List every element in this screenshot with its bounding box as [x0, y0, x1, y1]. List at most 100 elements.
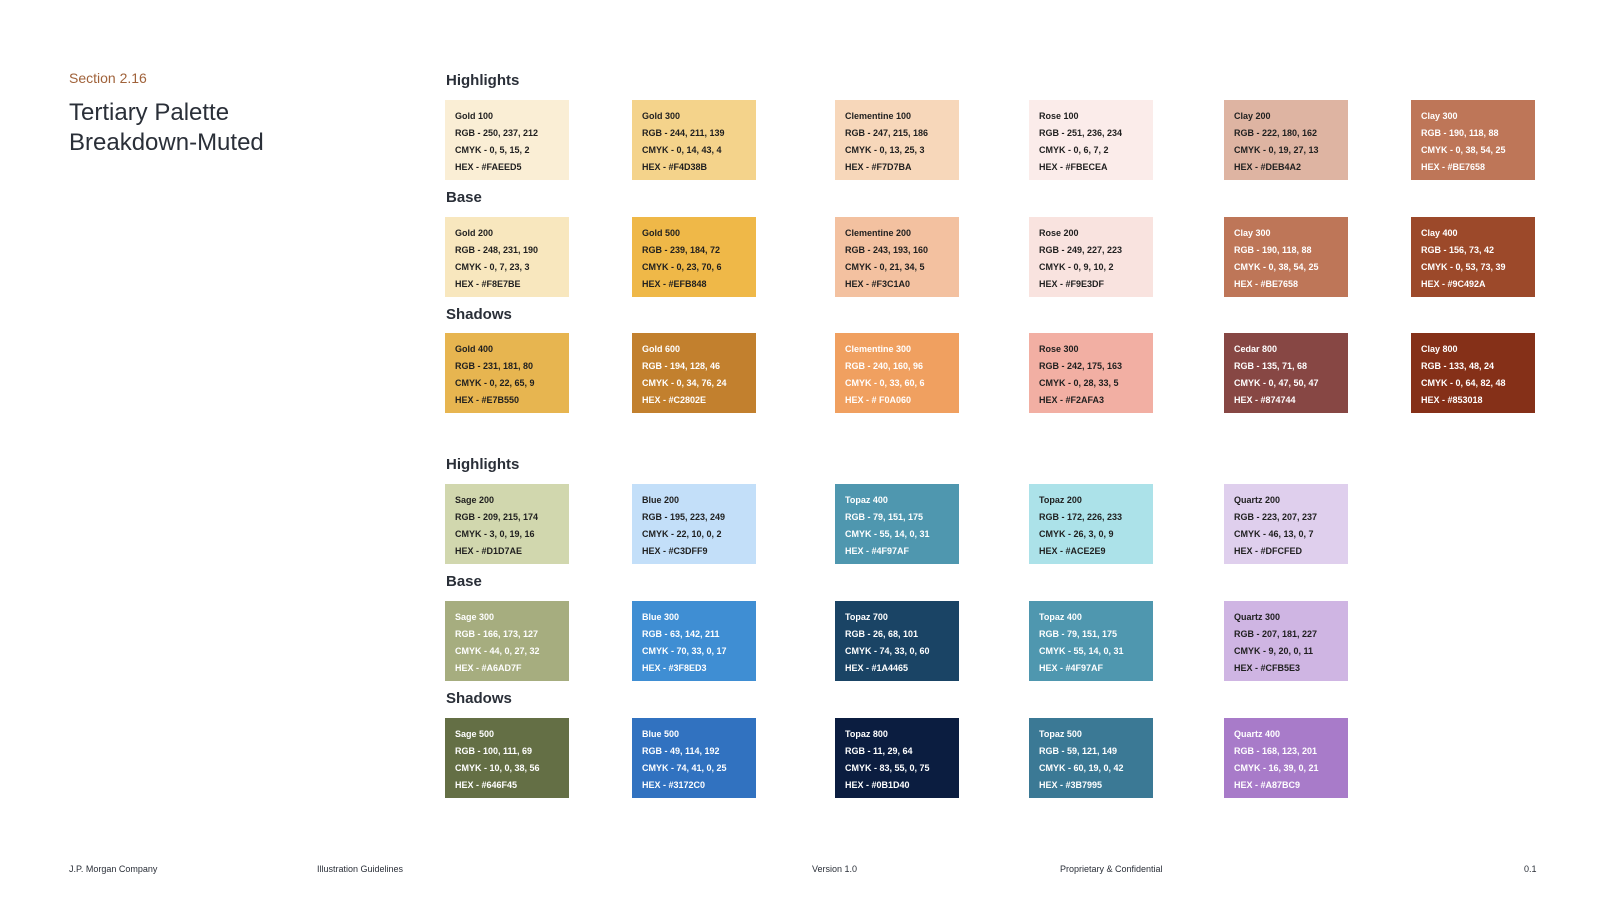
footer-version: Version 1.0	[812, 864, 858, 874]
swatch-rgb: RGB - 249, 227, 223	[1039, 245, 1123, 255]
swatch-hex: HEX - #3B7995	[1039, 780, 1103, 790]
swatch-hex: HEX - #3172C0	[642, 780, 706, 790]
swatch-name: Rose 100	[1039, 111, 1079, 121]
section-label: Section 2.16	[69, 70, 147, 86]
swatch-hex: HEX - #1A4465	[845, 663, 909, 673]
swatch-name: Blue 200	[642, 495, 680, 505]
swatch-hex: HEX - #F3C1A0	[845, 279, 911, 289]
color-swatch: Quartz 200 RGB - 223, 207, 237 CMYK - 46, …	[1224, 484, 1348, 564]
swatch-cmyk: CMYK - 0, 38, 54, 25	[1234, 262, 1319, 272]
swatch-cmyk: CMYK - 0, 9, 10, 2	[1039, 262, 1114, 272]
color-swatch: Clay 800 RGB - 133, 48, 24 CMYK - 0, 64, 8…	[1411, 333, 1535, 413]
swatch-rgb: RGB - 240, 160, 96	[845, 361, 924, 371]
color-swatch: Gold 200 RGB - 248, 231, 190 CMYK - 0, 7, …	[445, 217, 569, 297]
swatch-name: Quartz 200	[1234, 495, 1281, 505]
swatch-name: Topaz 200	[1039, 495, 1082, 505]
swatch-name: Gold 200	[455, 228, 494, 238]
swatch-rgb: RGB - 231, 181, 80	[455, 361, 534, 371]
swatch-name: Cedar 800	[1234, 344, 1278, 354]
swatch-rgb: RGB - 244, 211, 139	[642, 128, 725, 138]
swatch-hex: HEX - #9C492A	[1421, 279, 1486, 289]
color-swatch: Rose 100 RGB - 251, 236, 234 CMYK - 0, 6, …	[1029, 100, 1153, 180]
swatch-cmyk: CMYK - 0, 19, 27, 13	[1234, 145, 1319, 155]
color-swatch: Topaz 500 RGB - 59, 121, 149 CMYK - 60, 19…	[1029, 718, 1153, 798]
swatch-rgb: RGB - 207, 181, 227	[1234, 629, 1318, 639]
cool-heading-highlights: Highlights	[446, 456, 520, 473]
swatch-cmyk: CMYK - 0, 6, 7, 2	[1039, 145, 1109, 155]
swatch-rgb: RGB - 156, 73, 42	[1421, 245, 1495, 255]
swatch-cmyk: CMYK - 0, 28, 33, 5	[1039, 378, 1119, 388]
color-swatch: Rose 200 RGB - 249, 227, 223 CMYK - 0, 9, …	[1029, 217, 1153, 297]
swatch-hex: HEX - #A87BC9	[1234, 780, 1301, 790]
color-swatch: Clay 200 RGB - 222, 180, 162 CMYK - 0, 19,…	[1224, 100, 1348, 180]
swatch-hex: HEX - #874744	[1234, 395, 1296, 405]
swatch-cmyk: CMYK - 0, 13, 25, 3	[845, 145, 925, 155]
cool-heading-base: Base	[446, 573, 482, 590]
color-swatch: Topaz 200 RGB - 172, 226, 233 CMYK - 26, 3…	[1029, 484, 1153, 564]
swatch-hex: HEX - #E7B550	[455, 395, 520, 405]
swatch-name: Blue 500	[642, 729, 680, 739]
swatch-name: Sage 500	[455, 729, 495, 739]
swatch-cmyk: CMYK - 0, 14, 43, 4	[642, 145, 722, 155]
swatch-rgb: RGB - 135, 71, 68	[1234, 361, 1308, 371]
swatch-cmyk: CMYK - 26, 3, 0, 9	[1039, 529, 1114, 539]
swatch-rgb: RGB - 243, 193, 160	[845, 245, 929, 255]
swatch-hex: HEX - #F8E7BE	[455, 279, 521, 289]
swatch-hex: HEX - #F2AFA3	[1039, 395, 1105, 405]
swatch-name: Topaz 500	[1039, 729, 1082, 739]
swatch-cmyk: CMYK - 0, 47, 50, 47	[1234, 378, 1319, 388]
swatch-rgb: RGB - 100, 111, 69	[455, 746, 533, 756]
swatch-cmyk: CMYK - 0, 22, 65, 9	[455, 378, 535, 388]
swatch-name: Topaz 700	[845, 612, 888, 622]
swatch-rgb: RGB - 168, 123, 201	[1234, 746, 1318, 756]
cool-heading-shadows: Shadows	[446, 690, 512, 707]
swatch-name: Clay 300	[1421, 111, 1458, 121]
swatch-rgb: RGB - 11, 29, 64	[845, 746, 913, 756]
color-swatch: Rose 300 RGB - 242, 175, 163 CMYK - 0, 28,…	[1029, 333, 1153, 413]
swatch-name: Quartz 400	[1234, 729, 1281, 739]
swatch-rgb: RGB - 190, 118, 88	[1234, 245, 1312, 255]
color-swatch: Sage 200 RGB - 209, 215, 174 CMYK - 3, 0, …	[445, 484, 569, 564]
swatch-rgb: RGB - 242, 175, 163	[1039, 361, 1123, 371]
color-swatch: Gold 300 RGB - 244, 211, 139 CMYK - 0, 14,…	[632, 100, 756, 180]
swatch-hex: HEX - #F4D38B	[642, 162, 708, 172]
swatch-rgb: RGB - 59, 121, 149	[1039, 746, 1118, 756]
swatch-name: Topaz 400	[1039, 612, 1082, 622]
swatch-cmyk: CMYK - 9, 20, 0, 11	[1234, 646, 1314, 656]
swatch-name: Sage 300	[455, 612, 495, 622]
swatch-rgb: RGB - 247, 215, 186	[845, 128, 929, 138]
color-swatch: Cedar 800 RGB - 135, 71, 68 CMYK - 0, 47, …	[1224, 333, 1348, 413]
swatch-hex: HEX - #BE7658	[1421, 162, 1486, 172]
swatch-hex: HEX - #CFB5E3	[1234, 663, 1301, 673]
swatch-hex: HEX - #646F45	[455, 780, 518, 790]
warm-heading-shadows: Shadows	[446, 306, 512, 323]
swatch-rgb: RGB - 209, 215, 174	[455, 512, 539, 522]
swatch-name: Clementine 200	[845, 228, 912, 238]
swatch-rgb: RGB - 49, 114, 192	[642, 746, 720, 756]
swatch-name: Clementine 300	[845, 344, 912, 354]
swatch-hex: HEX - #EFB848	[642, 279, 707, 289]
swatch-rgb: RGB - 250, 237, 212	[455, 128, 539, 138]
swatch-hex: HEX - #C2802E	[642, 395, 707, 405]
swatch-hex: HEX - # F0A060	[845, 395, 912, 405]
color-swatch: Gold 600 RGB - 194, 128, 46 CMYK - 0, 34, …	[632, 333, 756, 413]
swatch-cmyk: CMYK - 83, 55, 0, 75	[845, 763, 930, 773]
swatch-name: Topaz 400	[845, 495, 888, 505]
color-swatch: Blue 500 RGB - 49, 114, 192 CMYK - 74, 41,…	[632, 718, 756, 798]
swatch-hex: HEX - #4F97AF	[1039, 663, 1104, 673]
swatch-rgb: RGB - 222, 180, 162	[1234, 128, 1318, 138]
color-swatch: Blue 200 RGB - 195, 223, 249 CMYK - 22, 10…	[632, 484, 756, 564]
swatch-cmyk: CMYK - 0, 23, 70, 6	[642, 262, 722, 272]
color-swatch: Clementine 200 RGB - 243, 193, 160 CMYK - …	[835, 217, 959, 297]
swatch-hex: HEX - #DFCFED	[1234, 546, 1303, 556]
warm-heading-highlights: Highlights	[446, 72, 520, 89]
swatch-cmyk: CMYK - 74, 41, 0, 25	[642, 763, 727, 773]
swatch-rgb: RGB - 239, 184, 72	[642, 245, 721, 255]
swatch-hex: HEX - #F7D7BA	[845, 162, 912, 172]
page-title-line-1: Tertiary Palette	[69, 99, 230, 126]
swatch-hex: HEX - #FAEED5	[455, 162, 522, 172]
swatch-name: Blue 300	[642, 612, 680, 622]
footer-confidential: Proprietary & Confidential	[1060, 864, 1163, 874]
swatch-rgb: RGB - 133, 48, 24	[1421, 361, 1495, 371]
color-swatch: Topaz 400 RGB - 79, 151, 175 CMYK - 55, 14…	[1029, 601, 1153, 681]
